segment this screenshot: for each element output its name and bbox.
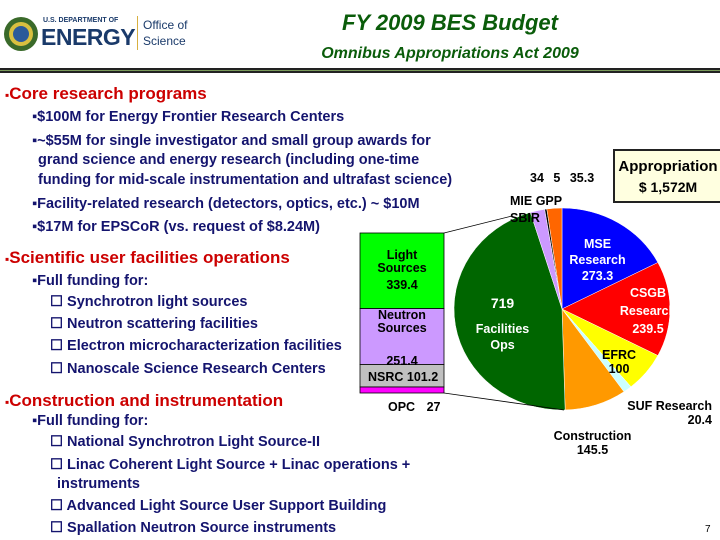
appropriation-total: $ 1,572M (638, 179, 698, 195)
breakdown-bar-opc (359, 386, 445, 394)
label-mse: MSE Research 273.3 (569, 237, 626, 283)
top-names: MIE GPP SBIR (510, 194, 563, 225)
appropriation-box: Appropriation $ 1,572M (613, 149, 720, 203)
pie-slice-facilities-ops (453, 212, 566, 411)
construction-lead: ▪Full funding for: (32, 413, 149, 429)
breakdown-connector-line (443, 215, 513, 234)
doe-seal-icon (4, 17, 38, 51)
logo-dept: U.S. DEPARTMENT OF (43, 17, 119, 24)
facilities-item: ☐ Synchrotron light sources (50, 294, 248, 310)
pie-slice-gpp (546, 207, 563, 310)
construction-item: ☐ Spallation Neutron Source instruments (50, 520, 337, 536)
core-item: ▪$17M for EPSCoR (vs. request of $8.24M) (32, 219, 320, 235)
page-number: 7 (705, 524, 711, 535)
logo-energy: ENERGY (41, 24, 136, 50)
label-neutron-value: 251.4 (386, 354, 418, 368)
label-efrc: EFRC 100 (601, 348, 637, 376)
label-nsrc: NSRC 101.2 (368, 370, 439, 384)
breakdown-connector-line (443, 392, 565, 411)
facilities-item: ☐ Nanoscale Science Research Centers (50, 361, 326, 377)
construction-item: ☐ Advanced Light Source User Support Bui… (50, 498, 387, 514)
label-construction: Construction 145.5 (553, 429, 632, 457)
logo-science: Science (143, 34, 186, 48)
section-construction-title: ▪Construction and instrumentation (5, 391, 284, 410)
breakdown-bar-neutron-sources (359, 308, 445, 365)
construction-item: instruments (57, 476, 140, 492)
pie-slice-csgb-research (561, 262, 671, 356)
logo-office: Office of (143, 18, 188, 32)
page-subtitle: Omnibus Appropriations Act 2009 (321, 45, 579, 62)
top-values: 34 5 35.3 (530, 171, 595, 185)
facilities-item: ☐ Neutron scattering facilities (50, 316, 258, 332)
construction-item: ☐ National Synchrotron Light Source-II (50, 434, 320, 450)
core-item: ▪Facility-related research (detectors, o… (32, 196, 420, 212)
construction-item: ☐ Linac Coherent Light Source + Linac op… (50, 457, 411, 473)
doe-logo: U.S. DEPARTMENT OF ENERGY Office of Scie… (3, 14, 193, 54)
section-core-title: ▪Core research programs (5, 84, 207, 103)
label-opc: OPC 27 (388, 400, 441, 414)
facilities-lead: ▪Full funding for: (32, 273, 149, 289)
label-neutron-sources: Neutron Sources (377, 308, 427, 335)
header-rule (0, 68, 720, 73)
breakdown-bar-light-sources (359, 232, 445, 309)
label-suf: SUF Research 20.4 (627, 399, 712, 427)
core-item: grand science and energy research (inclu… (38, 152, 420, 168)
appropriation-title: Appropriation (618, 158, 718, 175)
facilities-item: ☐ Electron microcharacterization facilit… (50, 338, 342, 354)
core-item: ▪~$55M for single investigator and small… (32, 133, 431, 149)
core-item: funding for mid-scale instrumentation an… (38, 172, 453, 188)
label-facilities: 719 Facilities Ops (475, 295, 530, 352)
pie-slice-mse-research (561, 207, 659, 310)
page-title: FY 2009 BES Budget (342, 10, 558, 35)
section-facilities-title: ▪Scientific user facilities operations (5, 248, 290, 267)
label-light-sources: Light Sources 339.4 (377, 248, 427, 292)
core-item: ▪$100M for Energy Frontier Research Cent… (32, 109, 345, 125)
label-csgb: CSGB Research 239.5 (619, 286, 677, 336)
